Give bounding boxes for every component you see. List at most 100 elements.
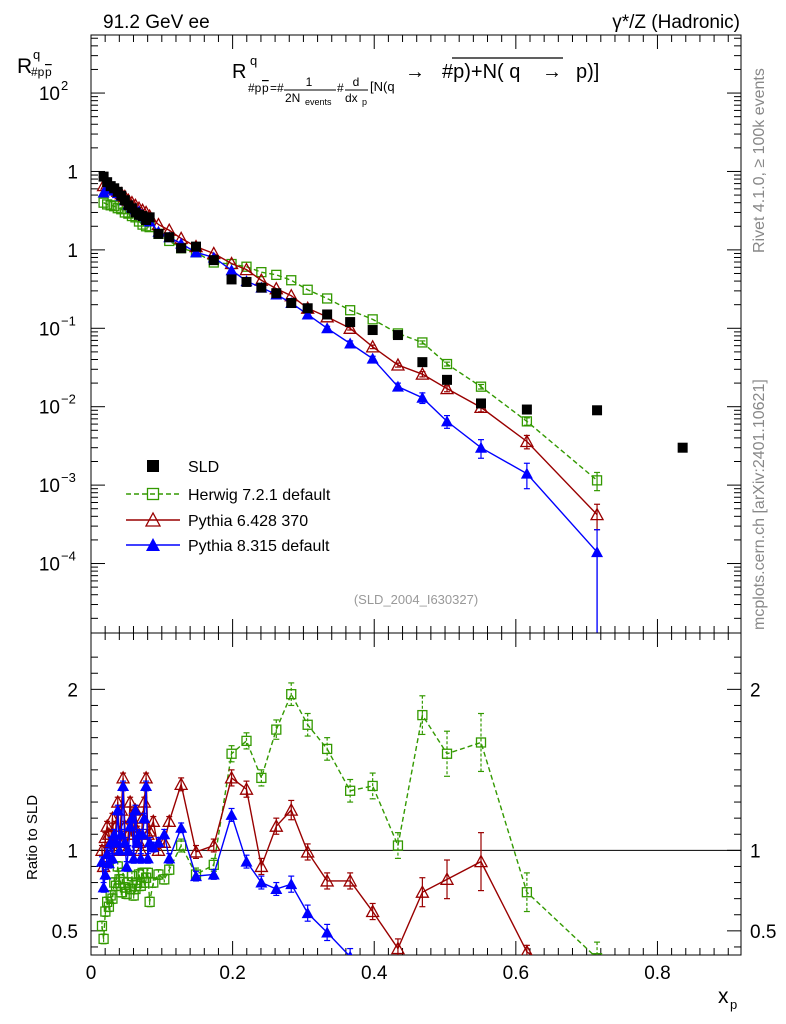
data-point (302, 303, 313, 314)
data-point (521, 999, 533, 1010)
svg-text:#p)+N( q: #p)+N( q (442, 61, 520, 83)
data-point (344, 337, 357, 349)
data-point (115, 828, 128, 840)
data-point (286, 689, 297, 700)
data-point (589, 507, 605, 521)
legend-item: Herwig 7.2.1 default (126, 487, 331, 504)
data-point (345, 317, 356, 328)
data-point (226, 748, 237, 759)
data-point (164, 232, 175, 243)
data-point (163, 852, 176, 864)
data-point (103, 901, 115, 912)
data-point (591, 475, 603, 486)
data-point (117, 779, 130, 791)
data-point (343, 320, 358, 334)
data-point (256, 772, 267, 784)
y-tick-exponent: −1 (61, 313, 76, 328)
data-point (347, 950, 353, 955)
data-point (123, 794, 138, 808)
data-point (144, 896, 155, 908)
svg-text:d: d (353, 75, 360, 89)
legend-marker (146, 538, 160, 551)
data-point (98, 933, 109, 945)
data-point (302, 284, 313, 295)
svg-text:p: p (730, 997, 737, 1012)
data-point (475, 381, 487, 392)
svg-text:[N(q: [N(q (370, 79, 395, 94)
data-point (284, 802, 299, 816)
legend-label: Herwig 7.2.1 default (188, 487, 331, 504)
data-point (254, 859, 269, 873)
watermark: (SLD_2004_I630327) (354, 592, 478, 607)
main-ylabel: R q #p p (17, 47, 52, 79)
data-point (241, 261, 252, 272)
data-point (476, 398, 486, 409)
svg-text:#p: #p (31, 65, 45, 79)
data-point (365, 904, 380, 918)
data-point (190, 870, 203, 882)
data-point (153, 228, 164, 239)
data-point (366, 352, 379, 364)
data-point (99, 868, 112, 880)
data-point (101, 199, 113, 210)
ratio-pythia-8-315-default (95, 779, 533, 1010)
data-point (285, 878, 298, 890)
data-point (300, 844, 315, 858)
data-point (367, 780, 378, 792)
data-point (105, 810, 120, 824)
svg-text:#: # (337, 81, 344, 95)
data-point (159, 874, 170, 885)
legend-marker (146, 487, 160, 501)
data-point (105, 200, 116, 211)
data-point (136, 828, 149, 840)
data-point (255, 876, 268, 888)
data-point (321, 926, 334, 938)
svg-text:2N: 2N (285, 91, 300, 105)
data-point (130, 883, 141, 895)
data-point (343, 873, 358, 887)
legend-item: Pythia 8.315 default (126, 538, 330, 555)
data-point (144, 212, 155, 223)
x-axis-label: x p (718, 985, 737, 1012)
y-tick-exponent: −3 (61, 470, 76, 485)
data-point (226, 274, 237, 285)
series-line (103, 186, 598, 553)
data-point (521, 887, 533, 898)
svg-text:p)]: p)] (576, 61, 599, 83)
data-point (126, 870, 138, 882)
series-sld (98, 171, 688, 453)
data-point (270, 882, 283, 894)
data-point (256, 282, 267, 293)
mcplots-label: mcplots.cern.ch [arXiv:2401.10621] (751, 379, 768, 630)
data-point (120, 860, 133, 872)
svg-text:x: x (718, 985, 729, 1008)
legend-label: Pythia 8.315 default (188, 538, 330, 555)
data-point (207, 868, 220, 880)
x-tick-label: 0.4 (361, 963, 388, 984)
data-point (190, 246, 203, 258)
data-point (94, 842, 110, 856)
y-tick-label: 0.5 (52, 922, 78, 943)
data-point (417, 357, 428, 368)
data-point (208, 255, 219, 266)
data-point (105, 890, 116, 901)
data-point (175, 821, 188, 833)
series-line (103, 183, 598, 516)
data-point (441, 415, 454, 427)
svg-text:q: q (33, 47, 40, 62)
y-tick-label: 10 (39, 555, 60, 576)
legend-label: SLD (188, 459, 219, 476)
ratio-herwig-7-2-1-default (96, 682, 603, 955)
data-point (111, 804, 124, 816)
data-point (417, 337, 428, 348)
data-point (225, 264, 238, 276)
ratio-frame (90, 632, 742, 956)
y-tick-label-right: 0.5 (750, 922, 776, 943)
y-tick-label: 1 (67, 841, 78, 862)
legend-marker (147, 460, 159, 472)
data-point (441, 748, 453, 759)
data-point (135, 880, 146, 891)
